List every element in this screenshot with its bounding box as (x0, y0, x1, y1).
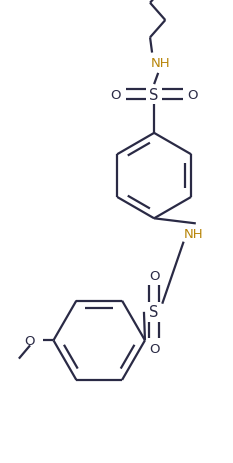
Text: O: O (149, 269, 159, 282)
Text: O: O (110, 88, 121, 101)
Text: O: O (149, 342, 159, 355)
Text: NH: NH (184, 227, 204, 240)
Text: O: O (25, 334, 35, 347)
Text: S: S (149, 88, 159, 102)
Text: NH: NH (151, 57, 170, 70)
Text: S: S (149, 305, 159, 319)
Text: O: O (188, 88, 198, 101)
